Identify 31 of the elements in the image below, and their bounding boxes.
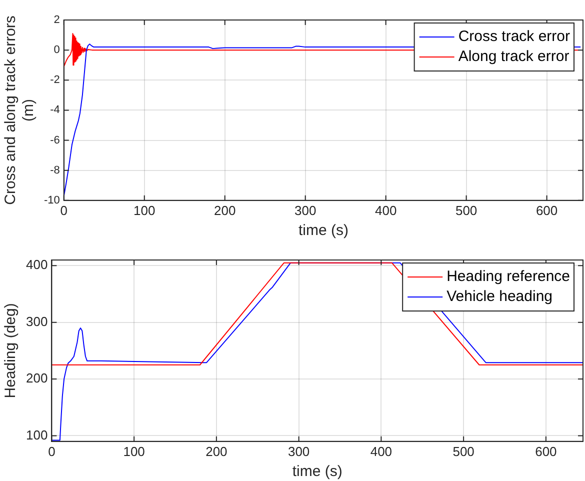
y-axis-title: Cross and along track errors (m) — [2, 16, 38, 205]
x-axis-title: time (s) — [292, 463, 342, 480]
y-tick-label: 400 — [26, 257, 48, 272]
x-tick-label: 200 — [206, 444, 228, 459]
legend-label: Along track error — [458, 48, 570, 66]
legend-label: Heading reference — [446, 268, 570, 286]
legend-label: Cross track error — [458, 28, 570, 46]
x-tick-label: 300 — [288, 444, 310, 459]
y-axis-title: Heading (deg) — [2, 303, 20, 398]
y-tick-label: -2 — [50, 74, 60, 86]
y-tick-label: -10 — [44, 194, 60, 206]
y-tick-label: 300 — [26, 314, 48, 329]
x-tick-label: 500 — [452, 444, 474, 459]
y-tick-label: 2 — [54, 14, 60, 26]
y-tick-label: -6 — [50, 134, 60, 146]
x-tick-label: 200 — [214, 202, 236, 218]
x-tick-label: 500 — [455, 202, 478, 218]
legend-label: Vehicle heading — [446, 288, 553, 306]
y-tick-label: 200 — [26, 370, 48, 386]
x-tick-label: 100 — [134, 202, 156, 218]
x-tick-label: 100 — [123, 444, 145, 459]
y-tick-label: 100 — [26, 427, 48, 442]
y-tick-label: -8 — [50, 164, 60, 176]
y-tick-label: 0 — [54, 44, 60, 56]
y-tick-label: -4 — [50, 104, 60, 116]
x-tick-label: 400 — [374, 202, 397, 218]
x-tick-label: 400 — [370, 444, 392, 459]
x-tick-label: 600 — [536, 202, 558, 218]
x-tick-label: 300 — [294, 202, 316, 218]
x-tick-label: 600 — [535, 444, 557, 459]
x-axis-title: time (s) — [298, 222, 348, 240]
